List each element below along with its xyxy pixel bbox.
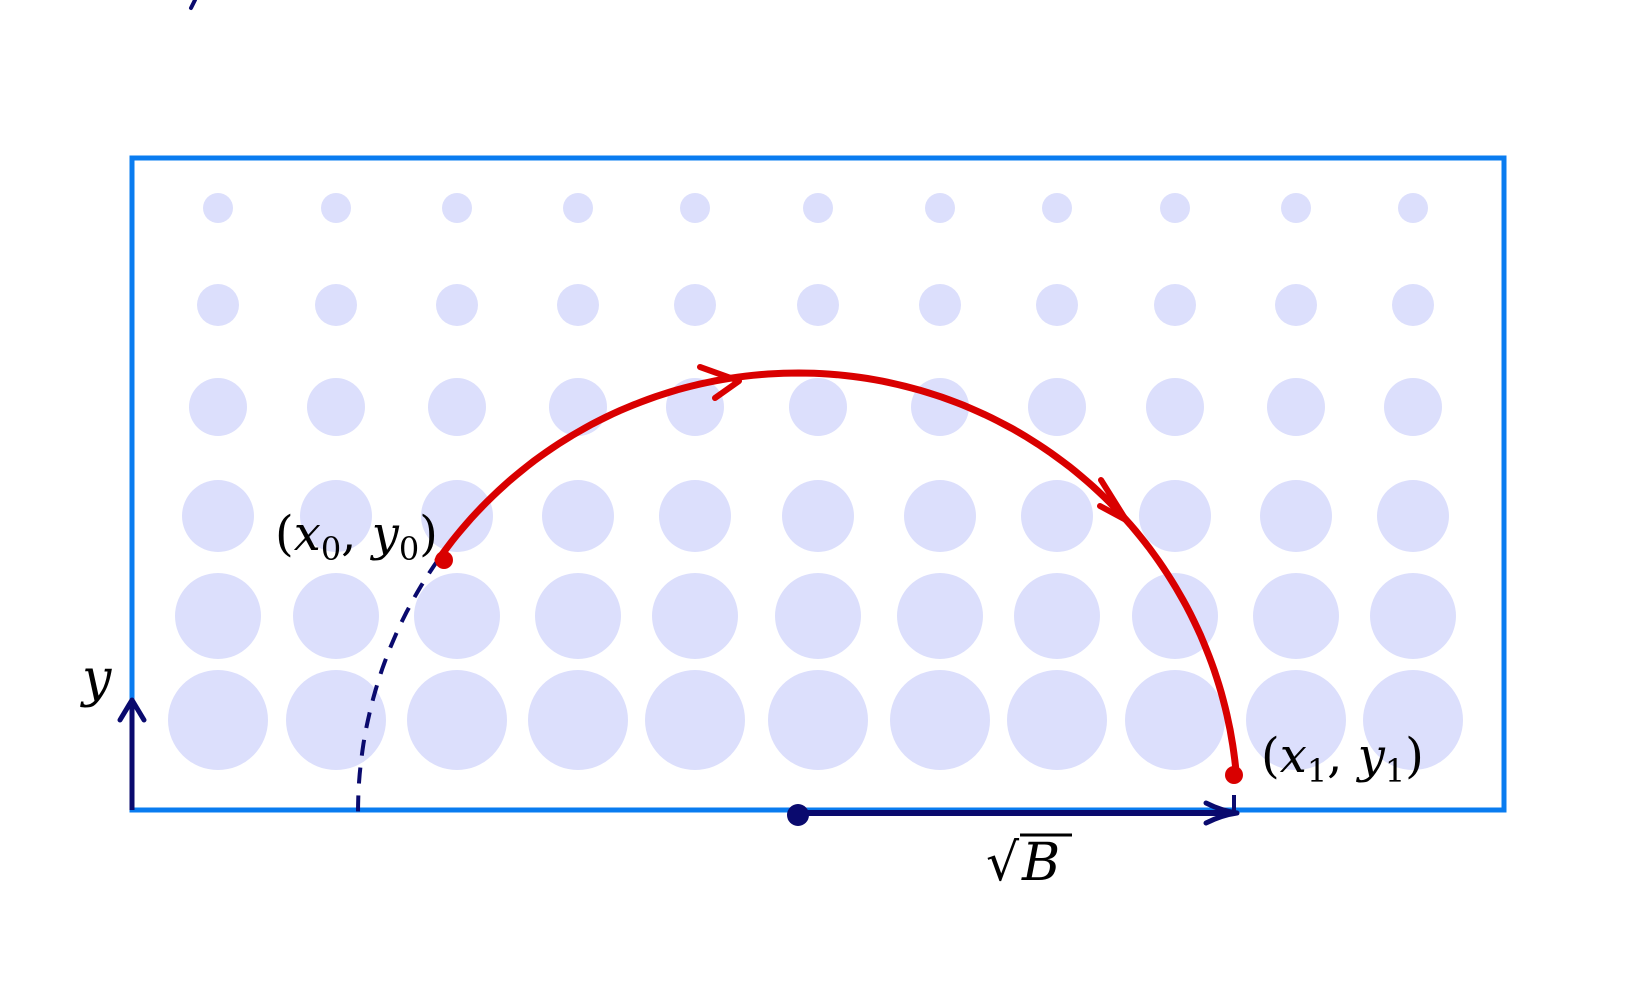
dot [1267, 378, 1325, 436]
dot [680, 193, 710, 223]
dot [797, 284, 839, 326]
end-point-marker [1225, 766, 1243, 784]
dot [300, 480, 372, 552]
dot [1042, 193, 1072, 223]
dot [645, 670, 745, 770]
dot [659, 480, 731, 552]
dot [197, 284, 239, 326]
dot [1377, 480, 1449, 552]
dot [768, 670, 868, 770]
dot [1392, 284, 1434, 326]
dot [407, 670, 507, 770]
dot [789, 378, 847, 436]
arc-direction-arrow [1097, 477, 1129, 523]
semicircle-center-point [787, 804, 809, 826]
dot [203, 193, 233, 223]
dot [1007, 670, 1107, 770]
dot [315, 284, 357, 326]
dot [1363, 670, 1463, 770]
dot [175, 573, 261, 659]
dot [286, 670, 386, 770]
dot [652, 573, 738, 659]
svg-text:B: B [1021, 833, 1060, 893]
dot [1125, 670, 1225, 770]
dot [535, 573, 621, 659]
dot [1154, 284, 1196, 326]
dot [414, 573, 500, 659]
dot [1014, 573, 1100, 659]
dot [436, 284, 478, 326]
dot [1160, 193, 1190, 223]
dot [890, 670, 990, 770]
dot [293, 573, 379, 659]
dot [1260, 480, 1332, 552]
dot [674, 284, 716, 326]
dot [1036, 284, 1078, 326]
dot [549, 378, 607, 436]
dot [919, 284, 961, 326]
dot [1370, 573, 1456, 659]
dot [1139, 480, 1211, 552]
top-edge-tick [189, 0, 197, 10]
y-axis-label: y [80, 649, 112, 709]
geodesic-arc [434, 369, 1240, 772]
dot [182, 480, 254, 552]
dot [428, 378, 486, 436]
dot [189, 378, 247, 436]
start-point-label: (x0, y0) [275, 506, 438, 568]
y-axis-arrow [117, 697, 147, 810]
dot [307, 378, 365, 436]
dot [1398, 193, 1428, 223]
dot [442, 193, 472, 223]
dot [904, 480, 976, 552]
dot [168, 670, 268, 770]
dot-grid [168, 193, 1463, 770]
dot [557, 284, 599, 326]
dot [803, 193, 833, 223]
arc-direction-arrow [697, 364, 742, 401]
dot [1253, 573, 1339, 659]
dot [1146, 378, 1204, 436]
dot [1246, 670, 1346, 770]
dot [1021, 480, 1093, 552]
dot [775, 573, 861, 659]
dot [782, 480, 854, 552]
dot [321, 193, 351, 223]
dot [1281, 193, 1311, 223]
dot [1028, 378, 1086, 436]
dot [421, 480, 493, 552]
end-point-label: (x1, y1) [1261, 728, 1424, 790]
dot [563, 193, 593, 223]
radius-label: √ B [986, 833, 1072, 893]
dot [897, 573, 983, 659]
dot [1384, 378, 1442, 436]
dot [528, 670, 628, 770]
dot [542, 480, 614, 552]
dot [1132, 573, 1218, 659]
dot [925, 193, 955, 223]
start-point-marker [435, 551, 453, 569]
radius-arrow [787, 795, 1240, 826]
svg-text:√: √ [986, 833, 1020, 893]
dot [1275, 284, 1317, 326]
